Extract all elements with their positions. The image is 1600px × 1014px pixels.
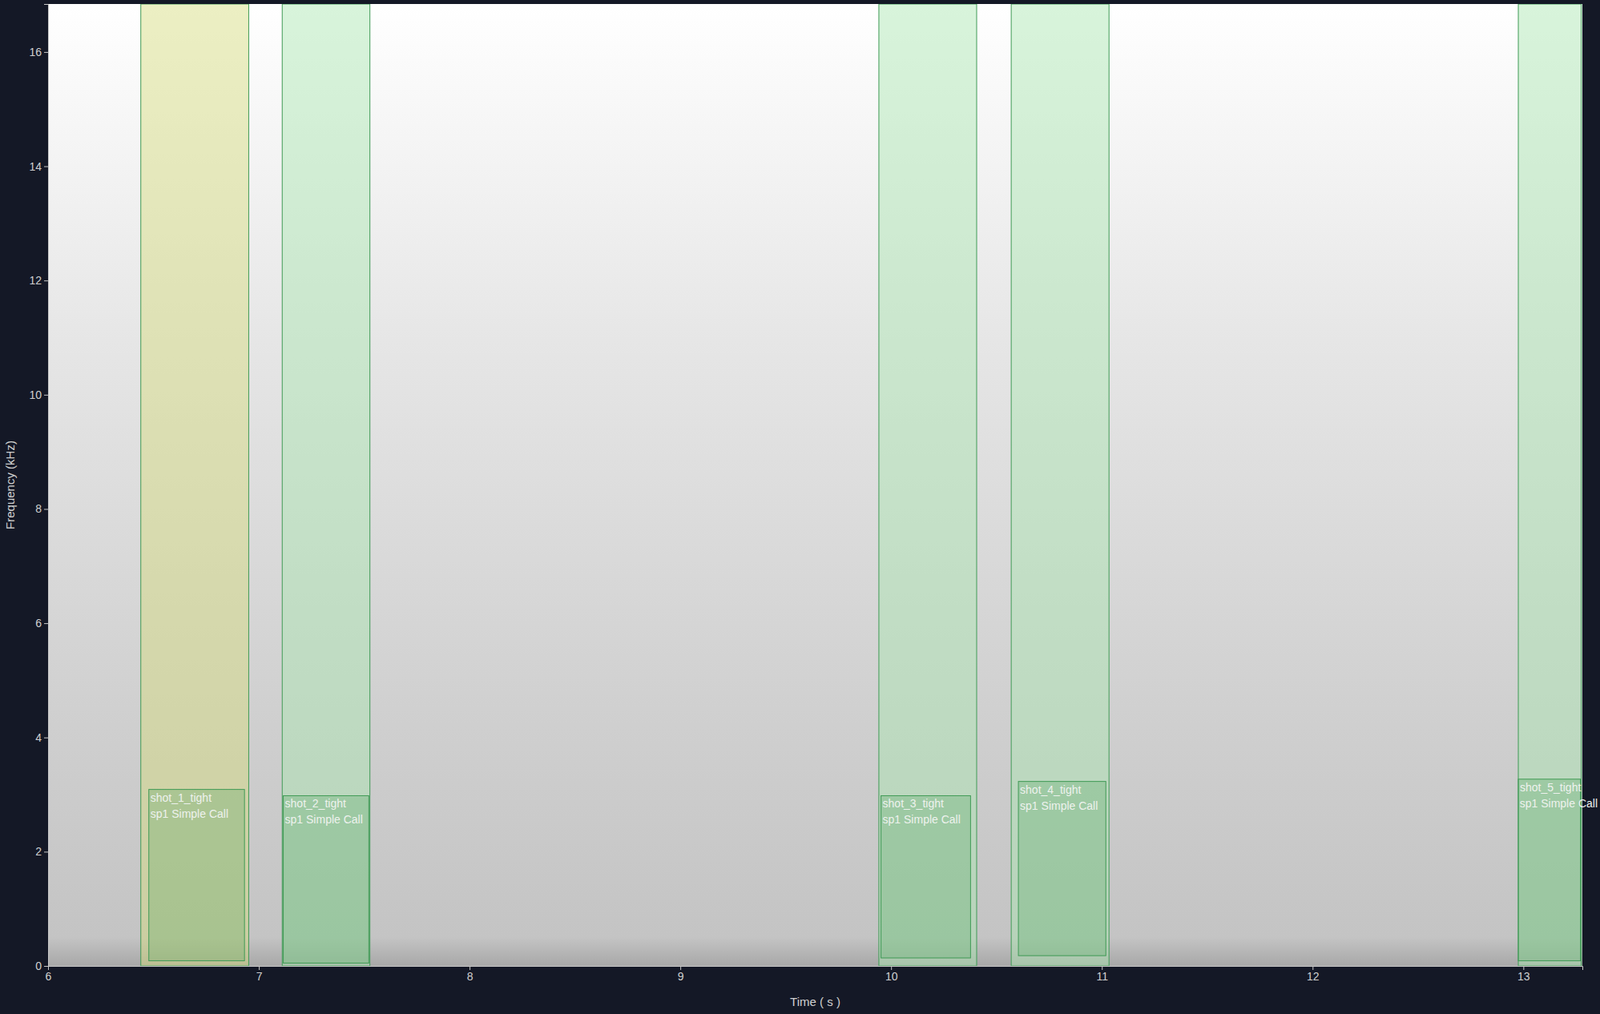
tick-label: 6 [35,616,42,630]
annotation-region[interactable] [282,4,370,967]
tick-mark [44,394,49,396]
tick-label: 8 [467,970,474,984]
x-axis-title: Time ( s ) [789,995,841,1009]
tick-label: 9 [677,970,685,984]
tick: 10 [28,388,49,402]
annotation-region[interactable] [878,4,977,967]
tick: 10 [885,966,899,984]
tick-label: 10 [885,970,899,984]
axis-line [48,967,1584,972]
tick-label: 14 [28,160,42,174]
annotation-region[interactable] [141,4,250,967]
annotation-box[interactable] [1018,781,1106,957]
annotation-label: shot_1_tight [150,791,212,805]
annotation-class: sp1 Simple Call [285,813,363,827]
annotation-label: shot_4_tight [1019,783,1081,797]
tick: 16 [28,45,49,59]
tick-label: 6 [45,970,53,984]
annotation-label: shot_5_tight [1519,781,1581,794]
annotation-region[interactable] [1518,4,1582,967]
tick: 12 [1306,966,1320,984]
tick: 4 [35,731,49,745]
tick-mark [44,966,49,968]
tick: 14 [28,160,49,174]
spectrogram-background [48,4,1583,967]
tick-label: 0 [35,959,42,973]
annotation-class: sp1 Simple Call [1519,797,1598,811]
annotation-class: sp1 Simple Call [1019,799,1098,813]
tick-label: 16 [28,45,42,59]
tick-mark [44,851,49,853]
tick: 8 [35,502,49,516]
annotation-class: sp1 Simple Call [882,813,961,827]
annotation-box[interactable] [881,795,972,959]
tick-mark [44,52,49,53]
tick: 7 [256,966,263,984]
annotation-region[interactable] [1011,4,1109,967]
tick: 12 [28,274,49,287]
tick: 8 [467,966,474,984]
tick-label: 10 [28,388,42,402]
tick: 13 [1517,966,1531,984]
annotation-box[interactable] [283,795,370,964]
axis-line [44,4,49,968]
tick-label: 7 [256,970,263,984]
tick: 9 [677,966,685,984]
annotation-box[interactable] [149,789,245,962]
plot: shot_1_tightsp1 Simple Callshot_2_tights… [28,4,1598,984]
annotation-label: shot_3_tight [882,797,944,811]
annotation-label: shot_2_tight [285,797,347,811]
tick-label: 4 [35,731,42,745]
tick-mark [44,737,49,739]
tick-label: 2 [35,845,42,859]
tick-label: 12 [1306,970,1320,984]
annotations [141,4,1582,967]
y-axis: 0 2 4 6 8 10 12 14 16 [28,4,49,973]
tick-mark [44,508,49,510]
tick: 2 [35,845,49,859]
tick-label: 12 [28,274,42,287]
annotation-labels: shot_1_tightsp1 Simple Callshot_2_tights… [150,781,1598,827]
tick-label: 11 [1096,970,1109,984]
tick-mark [44,166,49,168]
tick-mark [44,280,49,282]
annotation-class: sp1 Simple Call [150,807,229,821]
tick: 6 [35,616,49,630]
chart: shot_1_tightsp1 Simple Callshot_2_tights… [0,0,1600,1014]
tick-label: 13 [1517,970,1531,984]
tick-label: 8 [35,502,42,516]
tick-mark [44,623,49,625]
tick: 6 [45,966,53,984]
tick: 0 [35,959,49,973]
tick: 11 [1096,966,1109,984]
y-axis-title: Frequency (kHz) [3,440,17,530]
x-axis: 6 7 8 9 10 11 12 13 [45,966,1584,984]
